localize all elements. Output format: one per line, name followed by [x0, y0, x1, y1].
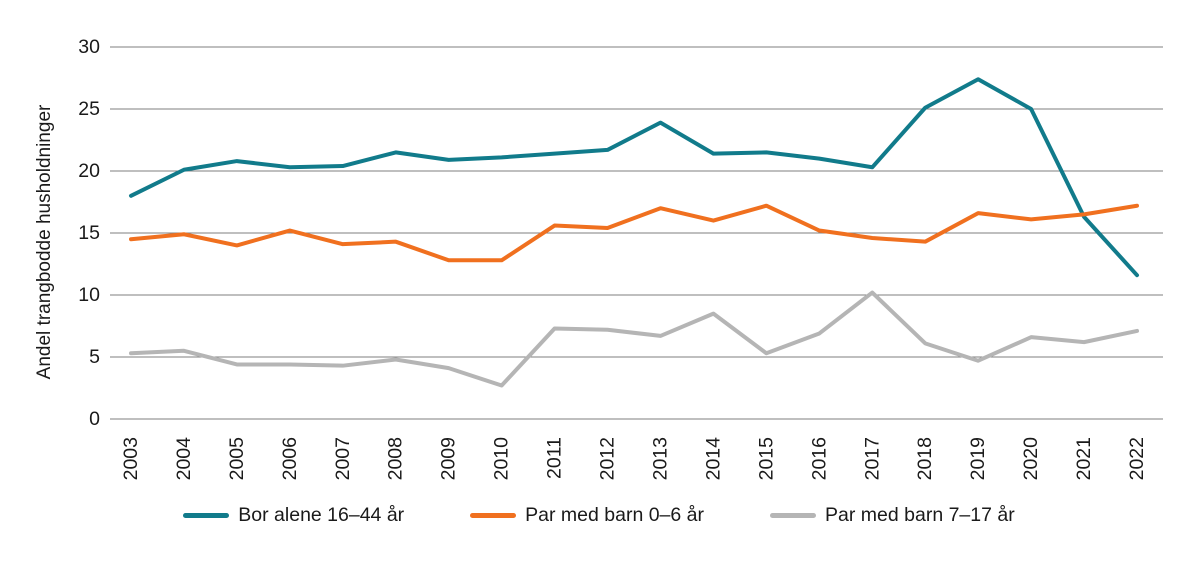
x-tick-label: 2017	[861, 437, 883, 480]
x-tick-label: 2015	[755, 437, 777, 481]
x-tick-label: 2005	[226, 437, 248, 481]
x-tick-label: 2009	[438, 437, 460, 480]
x-tick-label: 2007	[332, 437, 354, 480]
y-tick-label: 30	[78, 36, 100, 58]
y-tick-label: 5	[89, 346, 100, 368]
series-line-1	[129, 203, 1139, 263]
x-tick-label: 2021	[1073, 437, 1095, 480]
y-tick-label: 10	[78, 284, 100, 306]
x-tick-label: 2010	[491, 437, 513, 481]
x-tick-label: 2012	[597, 437, 619, 480]
legend: Bor alene 16–44 år Par med barn 0–6 år P…	[0, 504, 1198, 527]
legend-item-bor-alene: Bor alene 16–44 år	[183, 504, 404, 527]
legend-label-par-barn-7-17: Par med barn 7–17 år	[825, 504, 1015, 526]
x-tick-label: 2016	[808, 437, 830, 480]
y-tick-label: 20	[78, 160, 100, 182]
x-tick-label: 2020	[1020, 437, 1042, 481]
x-tick-label: 2008	[385, 437, 407, 480]
legend-label-par-barn-0-6: Par med barn 0–6 år	[525, 504, 705, 526]
legend-label-bor-alene: Bor alene 16–44 år	[238, 504, 405, 526]
x-tick-label: 2011	[544, 437, 566, 479]
legend-swatch-par-barn-0-6	[470, 513, 517, 518]
y-tick-labels: 0 5 10 15 20 25 30	[78, 36, 100, 430]
legend-item-par-barn-7-17: Par med barn 7–17 år	[770, 504, 1015, 527]
legend-item-par-barn-0-6: Par med barn 0–6 år	[470, 504, 704, 527]
x-tick-label: 2018	[914, 437, 936, 480]
x-tick-label: 2013	[649, 437, 671, 480]
y-axis-title: Andel trangbodde husholdninger	[34, 104, 55, 379]
series-line-0	[129, 77, 1139, 278]
x-tick-label: 2014	[702, 437, 724, 481]
legend-swatch-bor-alene	[183, 513, 230, 518]
x-tick-labels: 2003 2004 2005 2006 2007 2008 2009 2010 2011 2012…	[120, 437, 1148, 481]
legend-swatch-par-barn-7-17	[770, 513, 817, 518]
x-tick-label: 2003	[120, 437, 142, 480]
chart-svg: Andel trangbodde husholdninger 051015202…	[34, 36, 1163, 481]
x-tick-label: 2004	[173, 437, 195, 481]
x-tick-label: 2022	[1126, 437, 1148, 480]
x-tick-label: 2006	[279, 437, 301, 480]
series-lines	[129, 77, 1139, 388]
x-tick-label: 2019	[967, 437, 989, 480]
y-tick-label: 25	[78, 98, 100, 120]
y-tick-label: 15	[78, 222, 100, 244]
series-line-2	[129, 290, 1139, 388]
y-tick-label: 0	[89, 408, 100, 430]
